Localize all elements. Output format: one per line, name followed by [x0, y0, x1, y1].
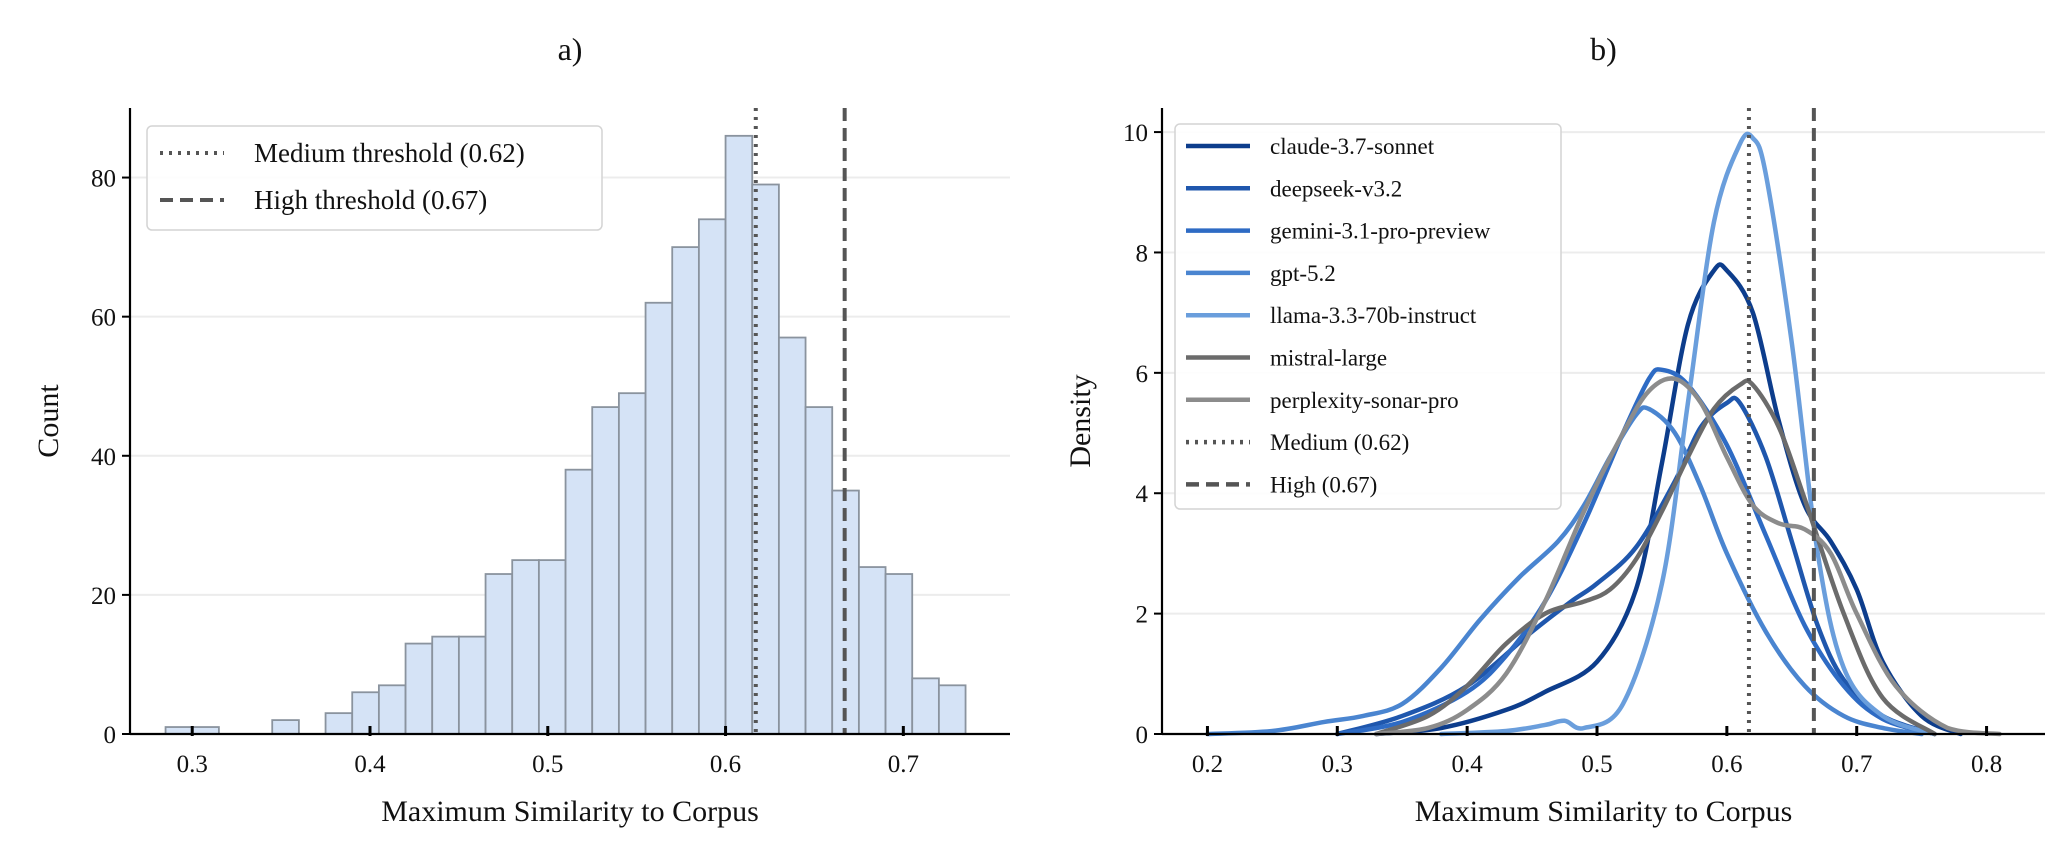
legend-label: High (0.67): [1270, 472, 1377, 497]
histogram-bar: [564, 468, 594, 735]
histogram-bar: [671, 246, 700, 735]
panel-b-x-tick-label: 0.5: [1581, 751, 1612, 778]
panel-a-y-tick-label: 40: [91, 444, 116, 471]
panel-b-y-tick-label: 10: [1123, 120, 1148, 147]
panel-b-x-tick-label: 0.3: [1322, 751, 1353, 778]
legend-label: Medium (0.62): [1270, 430, 1409, 455]
histogram-bar: [404, 642, 434, 735]
panel-b-legend: claude-3.7-sonnet deepseek-v3.2 gemini-3.1…: [1174, 123, 1562, 510]
histogram-bar: [484, 573, 514, 735]
legend-label: gpt-5.2: [1270, 261, 1336, 286]
density-curve-gemini-3.1-pro-preview: [1335, 367, 1937, 737]
histogram-bar: [777, 336, 807, 735]
legend-label: claude-3.7-sonnet: [1270, 134, 1435, 159]
panel-a-y-tick-label: 20: [91, 583, 116, 610]
histogram-bar: [911, 677, 940, 735]
panel-b-y-tick-label: 6: [1136, 361, 1149, 388]
histogram-bar: [511, 559, 540, 735]
panel-a-x-tick-label: 0.6: [710, 751, 741, 778]
panel-b-x-tick-label: 0.4: [1452, 751, 1484, 778]
histogram-bar: [351, 691, 380, 735]
histogram-bar: [271, 719, 300, 735]
panel-b-y-tick-label: 4: [1136, 481, 1149, 508]
histogram-bar: [537, 559, 567, 735]
density-curve-llama-3.3-70b-instruct: [1438, 131, 1937, 737]
panel-a-x-tick-label: 0.4: [354, 751, 386, 778]
histogram-bar: [884, 573, 914, 735]
panel-a-x-axis-label: Maximum Similarity to Corpus: [381, 795, 759, 828]
density-panel: 0.2 0.3 0.4 0.5 0.6 0.7 0.8 0 2 4 6 8 10 Maximum Simi…: [1064, 31, 2045, 828]
legend-label: Medium threshold (0.62): [254, 138, 525, 168]
legend-label: gemini-3.1-pro-preview: [1270, 219, 1491, 244]
panel-b-y-tick-label: 0: [1136, 722, 1149, 749]
panel-a-legend: Medium threshold (0.62) High threshold (0…: [146, 125, 603, 231]
legend-frame: [146, 125, 603, 231]
panel-b-y-tick-label: 2: [1136, 602, 1149, 629]
panel-b-y-axis-label: Density: [1064, 374, 1097, 467]
legend-label: llama-3.3-70b-instruct: [1270, 303, 1477, 328]
histogram-bar: [377, 684, 407, 735]
density-curve-claude-3.7-sonnet: [1374, 262, 1963, 737]
panel-b-x-axis-label: Maximum Similarity to Corpus: [1415, 795, 1793, 828]
histogram-bar: [724, 134, 754, 735]
density-curve-perplexity-sonar-pro: [1374, 376, 2002, 737]
panel-b-x-tick-label: 0.6: [1711, 751, 1742, 778]
histogram-bar: [457, 635, 487, 735]
panel-b-x-tick-label: 0.8: [1971, 751, 2002, 778]
panel-a-y-tick-label: 0: [104, 722, 117, 749]
panel-a-panel-title: a): [558, 31, 583, 67]
legend-label: perplexity-sonar-pro: [1270, 388, 1459, 413]
histogram-bar: [617, 392, 647, 735]
histogram-panel: 0.3 0.4 0.5 0.6 0.7 0 20 40 60 80 Maximum Similari…: [32, 31, 1010, 828]
histogram-bar: [937, 684, 967, 735]
panel-b-panel-title: b): [1590, 31, 1617, 67]
panel-a-x-tick-label: 0.7: [888, 751, 919, 778]
panel-a-y-tick-label: 60: [91, 305, 116, 332]
panel-a-y-tick-label: 80: [91, 166, 116, 193]
histogram-bar: [431, 635, 460, 735]
histogram-bar: [804, 406, 834, 735]
panel-b-y-tick-label: 8: [1136, 240, 1149, 267]
legend-frame: [1174, 123, 1562, 510]
density-curve-mistral-large: [1374, 378, 1937, 737]
panel-a-x-tick-label: 0.3: [177, 751, 208, 778]
panel-a-x-tick-label: 0.5: [532, 751, 563, 778]
histogram-bar: [697, 218, 727, 735]
histogram-bar: [644, 301, 674, 735]
histogram-bar: [591, 406, 620, 735]
panel-b-x-tick-label: 0.7: [1841, 751, 1872, 778]
legend-label: deepseek-v3.2: [1270, 176, 1402, 201]
legend-label: mistral-large: [1270, 346, 1387, 371]
histogram-bar: [857, 566, 887, 735]
histogram-bar: [324, 712, 354, 735]
legend-label: High threshold (0.67): [254, 185, 487, 215]
panel-b-x-tick-label: 0.2: [1192, 751, 1223, 778]
panel-a-y-axis-label: Count: [32, 384, 65, 458]
